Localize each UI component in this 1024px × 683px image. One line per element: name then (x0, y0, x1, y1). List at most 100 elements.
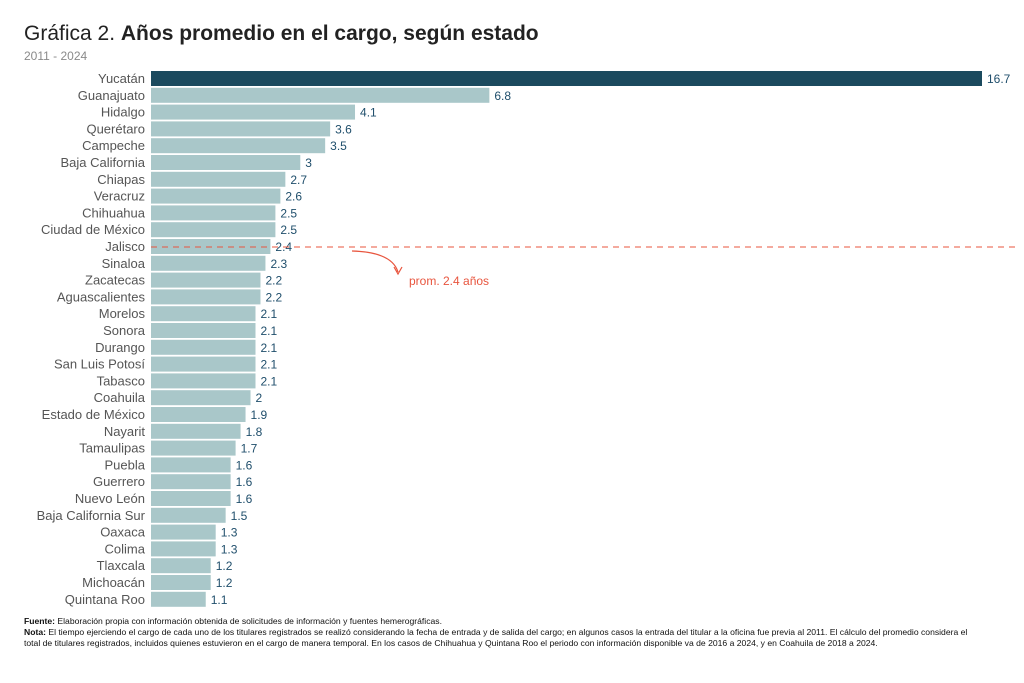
value-label: 1.6 (236, 458, 253, 472)
value-label: 2.3 (270, 257, 287, 271)
category-label: Nuevo León (75, 491, 145, 506)
bar (151, 205, 276, 221)
chart-title-main: Años promedio en el cargo, según estado (120, 22, 539, 45)
value-label: 1.6 (236, 475, 253, 489)
source-label: Fuente: (24, 616, 56, 626)
average-label: prom. 2.4 años (409, 274, 489, 288)
value-label: 3 (305, 156, 312, 170)
bar (151, 171, 286, 187)
category-label: Morelos (99, 306, 146, 321)
category-label: Zacatecas (85, 273, 145, 288)
value-label: 1.7 (241, 442, 258, 456)
value-label: 1.1 (211, 593, 228, 607)
value-label: 2.1 (260, 374, 277, 388)
value-label: 2.1 (260, 324, 277, 338)
bar (151, 138, 326, 154)
bar (151, 491, 231, 506)
bar (151, 440, 236, 456)
category-label: Tabasco (97, 373, 145, 388)
category-label: Yucatán (98, 71, 145, 86)
category-label: Michoacán (82, 575, 145, 590)
bar (151, 272, 261, 288)
category-label: Colima (105, 541, 146, 556)
average-arrowhead (393, 266, 403, 276)
value-label: 1.6 (236, 492, 253, 506)
category-label: San Luis Potosí (54, 357, 145, 372)
category-label: Jalisco (105, 239, 145, 254)
value-label: 1.9 (251, 408, 268, 422)
bar (151, 87, 490, 103)
category-label: Baja California Sur (37, 508, 146, 523)
bar (151, 524, 216, 540)
bar (151, 407, 246, 422)
bar (151, 390, 251, 406)
bar (151, 474, 231, 490)
category-label: Estado de México (42, 407, 145, 422)
category-label: Tamaulipas (79, 441, 145, 456)
bar (151, 104, 356, 120)
category-label: Baja California (60, 155, 145, 170)
category-label: Hidalgo (101, 105, 145, 120)
bar (151, 558, 211, 574)
value-label: 1.5 (231, 509, 248, 523)
bar (151, 155, 301, 170)
bar (151, 541, 216, 557)
bar (151, 373, 256, 389)
category-label: Puebla (105, 457, 146, 472)
bar (151, 188, 281, 204)
chart-title-prefix: Gráfica 2. (24, 22, 116, 45)
value-label: 1.2 (216, 576, 233, 590)
category-label: Durango (95, 340, 145, 355)
bar (151, 71, 982, 86)
value-label: 2.2 (265, 290, 282, 304)
category-label: Sinaloa (102, 256, 146, 271)
bar (151, 222, 276, 238)
category-label: Quintana Roo (65, 592, 145, 607)
value-label: 3.6 (335, 122, 352, 136)
bar-chart: Yucatán 16.7 Guanajuato 6.8 Hidalgo 4.1 Querét… (37, 71, 1020, 607)
value-label: 2.1 (260, 341, 277, 355)
category-label: Nayarit (104, 424, 146, 439)
bar (151, 575, 211, 590)
category-label: Campeche (82, 138, 145, 153)
bar (151, 507, 226, 523)
category-label: Tlaxcala (97, 558, 146, 573)
bar (151, 356, 256, 372)
value-label: 2.1 (260, 307, 277, 321)
category-label: Guerrero (93, 474, 145, 489)
bar (151, 289, 261, 305)
note-label: Nota: (24, 627, 46, 637)
value-label: 3.5 (330, 139, 347, 153)
bar (151, 121, 331, 137)
value-label: 1.3 (221, 542, 238, 556)
value-label: 2 (256, 391, 263, 405)
value-label: 1.8 (246, 425, 263, 439)
category-label: Aguascalientes (57, 289, 146, 304)
value-label: 2.5 (280, 223, 297, 237)
average-arrow (351, 250, 399, 273)
category-label: Querétaro (86, 121, 145, 136)
category-label: Sonora (103, 323, 146, 338)
category-label: Veracruz (94, 189, 145, 204)
chart-subtitle: 2011 - 2024 (24, 49, 88, 63)
category-label: Chihuahua (82, 205, 146, 220)
bar (151, 339, 256, 355)
source-text: Elaboración propia con información obten… (55, 616, 442, 626)
value-label: 2.7 (290, 173, 307, 187)
chart-title: Gráfica 2. Años promedio en el cargo, se… (24, 22, 539, 46)
category-label: Ciudad de México (41, 222, 145, 237)
category-label: Chiapas (97, 172, 145, 187)
value-label: 2.2 (265, 274, 282, 288)
bar (151, 457, 231, 473)
method-note: Nota: El tiempo ejerciendo el cargo de c… (24, 627, 984, 649)
value-label: 1.3 (221, 526, 238, 540)
category-label: Guanajuato (78, 88, 145, 103)
category-label: Oaxaca (100, 525, 146, 540)
bar (151, 323, 256, 338)
footnotes: Fuente: Elaboración propia con informaci… (24, 616, 984, 649)
value-label: 4.1 (360, 106, 377, 120)
bar (151, 423, 241, 439)
bar (151, 306, 256, 322)
bar (151, 255, 266, 271)
category-label: Coahuila (94, 390, 146, 405)
